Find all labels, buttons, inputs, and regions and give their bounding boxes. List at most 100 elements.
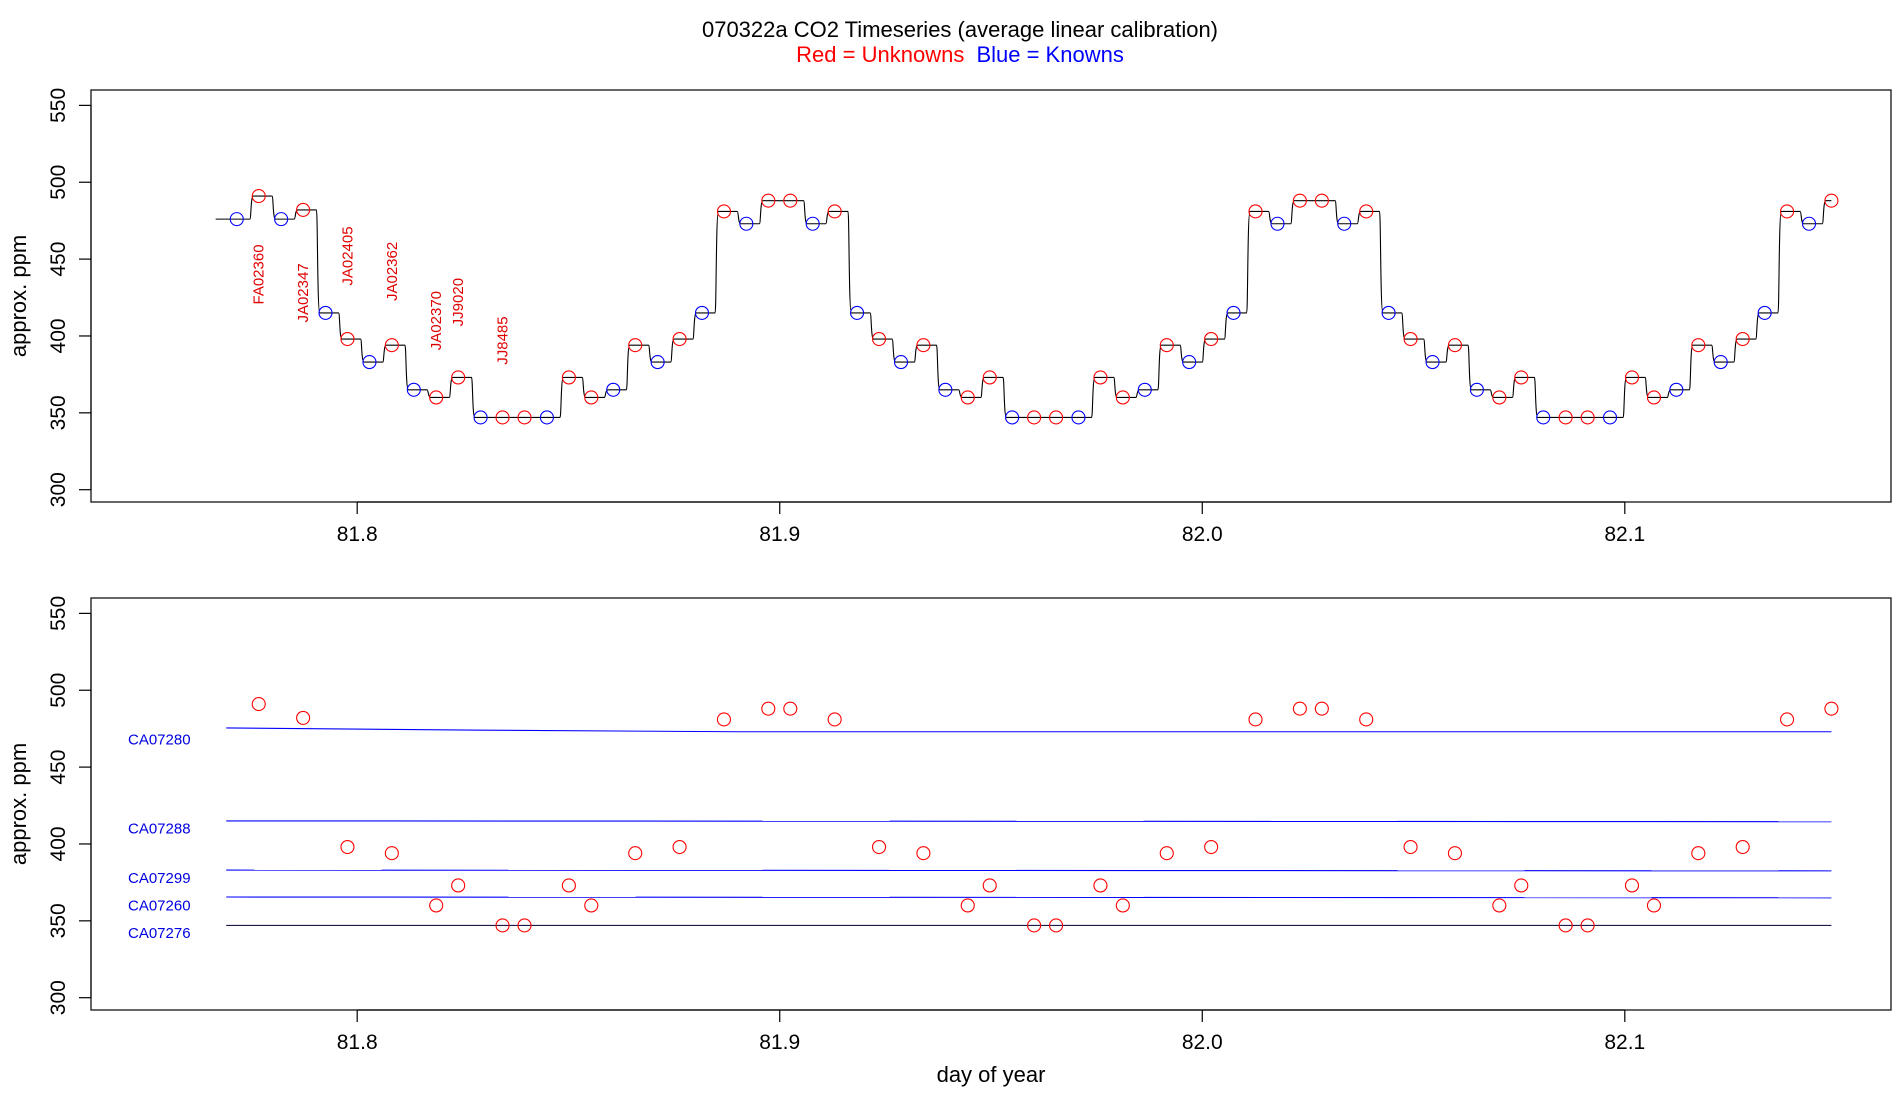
- unknown-point: [672, 839, 687, 855]
- unknown-point: [1580, 410, 1595, 425]
- y-axis-label: approx. ppm: [6, 235, 31, 357]
- unknown-point: [1624, 878, 1640, 893]
- sample-id-label: JA02347: [295, 263, 312, 322]
- unknown-point: [251, 189, 266, 204]
- unknown-point: [1646, 390, 1662, 405]
- unknown-point: [1580, 918, 1595, 933]
- unknown-point: [1027, 410, 1042, 425]
- unknown-point: [1735, 331, 1750, 347]
- x-tick-label: 81.9: [759, 523, 800, 546]
- timeseries-panel: 300 350 400 450 500 550 81.8 81.9 82.0 82.1 approx…: [6, 88, 1892, 546]
- y-tick-label: 300: [47, 472, 70, 507]
- known-point: [650, 355, 665, 370]
- sample-id-label: FA02360: [251, 244, 268, 304]
- known-point: [1071, 410, 1086, 425]
- unknown-point: [628, 846, 643, 861]
- standard-line: [226, 869, 1832, 872]
- known-point: [694, 305, 710, 320]
- unknown-point: [1115, 898, 1130, 913]
- unknown-point: [1447, 846, 1462, 861]
- standard-label: CA07280: [128, 731, 191, 748]
- y-tick-label: 300: [47, 980, 70, 1015]
- known-point: [1005, 410, 1020, 425]
- known-point: [473, 410, 488, 425]
- x-tick-label: 81.9: [759, 1031, 800, 1054]
- known-point: [539, 410, 554, 425]
- unknown-point: [1780, 712, 1795, 727]
- standard-label: CA07260: [128, 897, 191, 914]
- unknown-point: [429, 390, 444, 405]
- unknown-point: [1292, 193, 1307, 208]
- unknown-point: [672, 331, 687, 347]
- unknown-point: [783, 193, 798, 208]
- plot-frame: [90, 597, 1892, 1011]
- unknown-point: [517, 918, 532, 933]
- known-point: [893, 355, 909, 370]
- unknown-point: [871, 331, 887, 347]
- known-point: [850, 305, 865, 320]
- unknown-point: [1159, 846, 1174, 861]
- unknown-point: [716, 712, 732, 727]
- unknown-point: [429, 898, 444, 913]
- y-tick-label: 400: [47, 318, 70, 353]
- sample-id-label: JA02405: [339, 226, 356, 285]
- unknown-point: [340, 839, 355, 855]
- unknown-point: [982, 878, 997, 893]
- unknown-point: [340, 331, 355, 347]
- known-point: [938, 382, 953, 397]
- chart-title: 070322a CO2 Timeseries (average linear c…: [702, 17, 1218, 42]
- standard-line: [226, 727, 1832, 733]
- legend-knowns: Blue = Knowns: [976, 42, 1123, 67]
- unknown-point: [1824, 193, 1839, 208]
- known-point: [1536, 410, 1551, 425]
- unknown-point: [1403, 331, 1418, 347]
- unknown-point: [761, 701, 776, 716]
- unknown-point: [1093, 878, 1108, 893]
- x-tick-label: 81.8: [337, 523, 378, 546]
- legend-line: Red = Unknowns Blue = Knowns: [796, 42, 1124, 67]
- unknown-point: [561, 370, 576, 385]
- unknown-point: [1159, 338, 1174, 353]
- known-point: [1381, 305, 1396, 320]
- unknown-point: [716, 204, 732, 219]
- known-point: [229, 212, 244, 227]
- unknown-point: [1314, 701, 1329, 716]
- unknown-point: [827, 712, 842, 727]
- known-point: [1713, 355, 1728, 370]
- unknown-point: [251, 697, 266, 712]
- unknown-point: [517, 410, 532, 425]
- x-tick-label: 82.1: [1604, 1031, 1645, 1054]
- unknown-point: [761, 193, 776, 208]
- unknown-point: [296, 202, 311, 217]
- unknown-point: [1780, 204, 1795, 219]
- known-point: [1182, 355, 1197, 370]
- standard-label: CA07299: [128, 870, 191, 887]
- unknown-point: [1248, 712, 1263, 727]
- known-point: [1270, 216, 1285, 231]
- x-tick-label: 82.0: [1182, 523, 1223, 546]
- y-tick-label: 450: [47, 750, 70, 785]
- unknown-point: [495, 410, 510, 425]
- known-point: [1602, 410, 1618, 425]
- known-point: [1226, 305, 1241, 320]
- known-point: [606, 382, 621, 397]
- unknown-point: [1049, 410, 1064, 425]
- unknown-point: [451, 878, 466, 893]
- x-tick-label: 82.1: [1604, 523, 1645, 546]
- unknown-point: [1115, 390, 1130, 405]
- y-tick-label: 350: [47, 395, 70, 430]
- known-point: [318, 305, 333, 320]
- unknown-point: [1447, 338, 1462, 353]
- known-point: [1669, 382, 1684, 397]
- unknown-point: [1646, 898, 1662, 913]
- sample-id-label: JJ9020: [450, 278, 467, 326]
- unknown-point: [1204, 839, 1219, 855]
- unknown-point: [1558, 918, 1573, 933]
- unknown-point: [1359, 204, 1374, 219]
- standards-panel: 300 350 400 450 500 550 81.8 81.9 82.0 82.1 approx…: [6, 596, 1892, 1087]
- y-tick-label: 400: [47, 826, 70, 861]
- x-axis-label: day of year: [937, 1062, 1046, 1087]
- unknown-point: [1093, 370, 1108, 385]
- unknown-point: [1359, 712, 1374, 727]
- standard-line: [226, 896, 1832, 899]
